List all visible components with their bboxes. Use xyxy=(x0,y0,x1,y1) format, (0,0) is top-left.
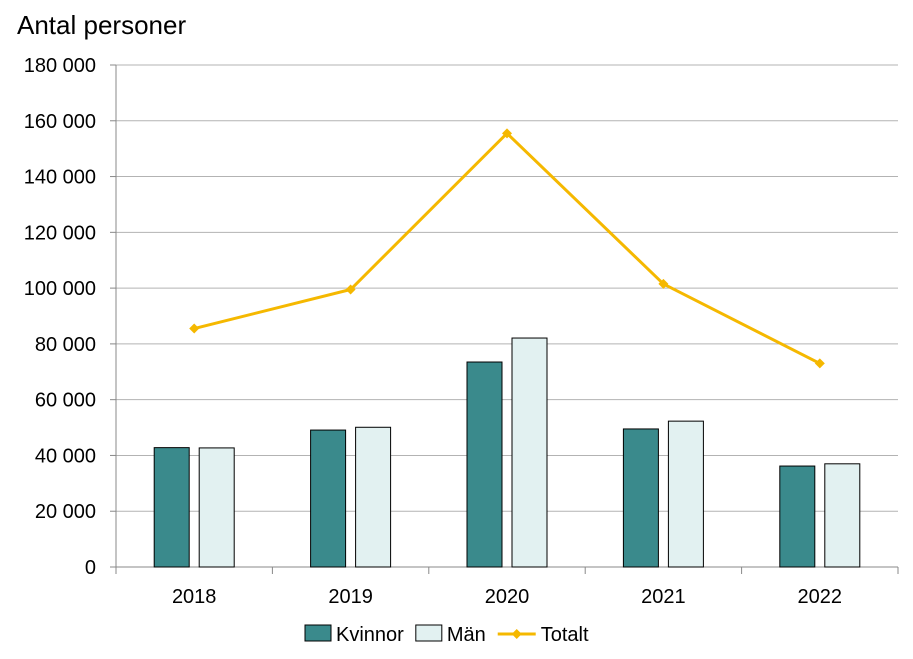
bar-kvinnor xyxy=(466,361,503,568)
legend-label: Män xyxy=(447,624,486,646)
y-tick-label: 0 xyxy=(85,557,96,579)
x-tick-label: 2018 xyxy=(172,586,217,608)
legend-label: Kvinnor xyxy=(336,624,404,646)
bar-män xyxy=(824,463,861,568)
y-tick-label: 140 000 xyxy=(24,167,96,189)
bar-män xyxy=(511,337,548,568)
y-tick-label: 160 000 xyxy=(24,111,96,133)
bar-kvinnor xyxy=(310,429,347,568)
y-tick-label: 60 000 xyxy=(35,390,96,412)
y-tick-label: 20 000 xyxy=(35,501,96,523)
x-tick-label: 2020 xyxy=(485,586,530,608)
y-tick-label: 180 000 xyxy=(24,55,96,77)
bar-kvinnor xyxy=(622,428,659,568)
series-line-totalt xyxy=(193,131,821,365)
line-marker xyxy=(345,284,356,295)
line-marker xyxy=(814,358,825,369)
line-marker xyxy=(502,128,512,139)
legend-swatch xyxy=(415,624,443,642)
x-tick-label: 2022 xyxy=(798,586,843,608)
bar-kvinnor xyxy=(779,465,816,568)
bar-kvinnor xyxy=(153,447,190,568)
x-tick-label: 2021 xyxy=(641,586,686,608)
x-tick-label: 2019 xyxy=(328,586,373,608)
bar-män xyxy=(667,420,704,568)
legend-label: Totalt xyxy=(541,624,589,646)
line-marker xyxy=(658,278,669,289)
y-tick-label: 40 000 xyxy=(35,445,96,467)
legend-marker xyxy=(511,629,522,639)
bar-män xyxy=(198,447,235,568)
bar-män xyxy=(355,426,392,568)
line-marker xyxy=(189,323,200,334)
y-tick-label: 100 000 xyxy=(24,278,96,300)
chart-title: Antal personer xyxy=(17,10,187,40)
y-tick-label: 80 000 xyxy=(35,334,96,356)
legend-swatch xyxy=(304,624,332,642)
y-tick-label: 120 000 xyxy=(24,222,96,244)
